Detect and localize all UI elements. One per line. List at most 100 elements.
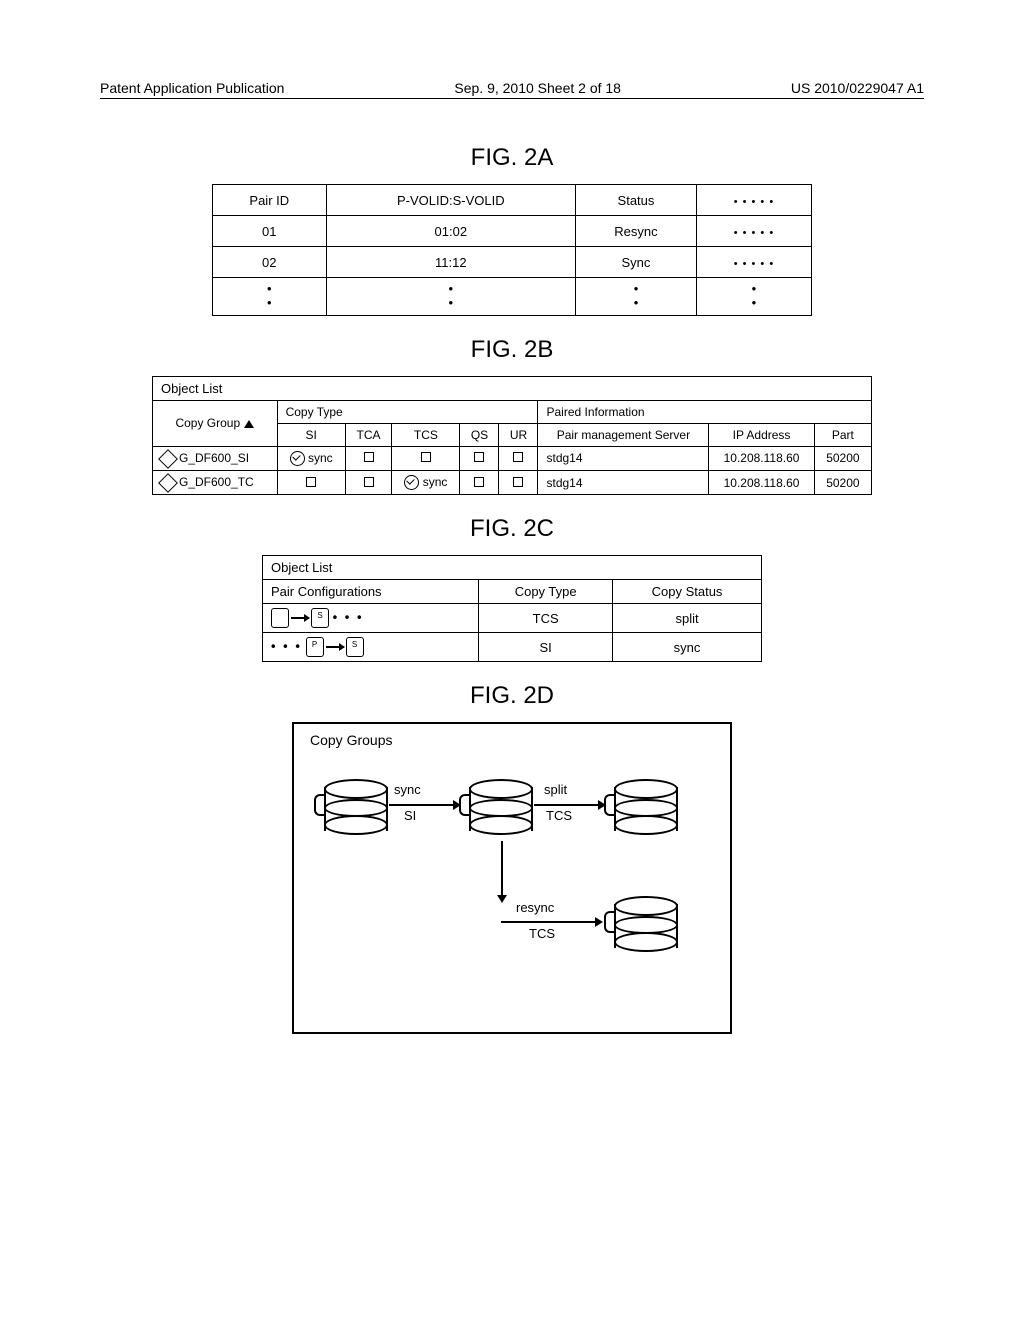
ip-cell: 10.208.118.60 [709, 446, 814, 470]
header-left: Patent Application Publication [100, 80, 284, 96]
cell [696, 247, 811, 278]
check-icon [404, 475, 419, 490]
cell: •• [576, 278, 697, 316]
link-type: TCS [529, 926, 555, 941]
config-cell: • • • PS [263, 633, 479, 662]
ur-cell [499, 470, 538, 494]
cell [696, 216, 811, 247]
empty-box-icon [474, 477, 484, 487]
volume-s-icon: S [311, 608, 329, 628]
sub-pms: Pair management Server [538, 423, 709, 446]
sub-tca: TCA [345, 423, 392, 446]
arrow-icon [291, 617, 309, 619]
sub-part: Part [814, 423, 871, 446]
table-row[interactable]: • • • PS SI sync [263, 633, 762, 662]
copytype-header: Copy Type [479, 580, 613, 604]
storage-volume-icon [614, 896, 674, 952]
volume-icon [271, 608, 289, 628]
empty-box-icon [306, 477, 316, 487]
pms-cell: stdg14 [538, 446, 709, 470]
empty-box-icon [364, 477, 374, 487]
pms-cell: stdg14 [538, 470, 709, 494]
empty-box-icon [513, 477, 523, 487]
col-volid: P-VOLID:S-VOLID [326, 185, 576, 216]
arrow-icon [389, 804, 459, 806]
check-icon [290, 451, 305, 466]
empty-box-icon [421, 452, 431, 462]
tcs-cell [392, 446, 460, 470]
fig-2a-table: Pair ID P-VOLID:S-VOLID Status 01 01:02 … [212, 184, 812, 316]
fig-2c-panel: Object List Pair Configurations Copy Typ… [262, 555, 762, 662]
fig-2d-title: FIG. 2D [100, 682, 924, 710]
qs-cell [460, 446, 499, 470]
link-type: SI [404, 808, 416, 823]
sub-ur: UR [499, 423, 538, 446]
sub-tcs: TCS [392, 423, 460, 446]
copytype-header: Copy Type [277, 400, 538, 423]
table-row[interactable]: G_DF600_SI sync stdg14 10.208.118.60 502… [153, 446, 872, 470]
sub-qs: QS [460, 423, 499, 446]
cell: 02 [213, 247, 327, 278]
ip-cell: 10.208.118.60 [709, 470, 814, 494]
empty-box-icon [513, 452, 523, 462]
col-pairid: Pair ID [213, 185, 327, 216]
arrow-icon [501, 921, 601, 923]
storage-volume-icon [469, 779, 529, 835]
volume-s-icon: S [346, 637, 364, 657]
object-list-label: Object List [262, 555, 762, 579]
fig-2b-table: Copy Group Copy Type Paired Information … [152, 400, 872, 496]
fig-2c-table: Pair Configurations Copy Type Copy Statu… [262, 579, 762, 662]
port-cell: 50200 [814, 470, 871, 494]
type-cell: TCS [479, 604, 613, 633]
arrow-icon [326, 646, 344, 648]
page-header: Patent Application Publication Sep. 9, 2… [100, 80, 924, 99]
link-status: resync [516, 900, 554, 915]
table-row[interactable]: G_DF600_TC sync stdg14 10.208.118.60 502… [153, 470, 872, 494]
cell: •• [213, 278, 327, 316]
group-cell: G_DF600_SI [153, 446, 278, 470]
copystatus-header: Copy Status [613, 580, 762, 604]
tcs-cell: sync [392, 470, 460, 494]
fig-2b-panel: Object List Copy Group Copy Type Paired … [152, 376, 872, 496]
empty-box-icon [474, 452, 484, 462]
ur-cell [499, 446, 538, 470]
link-status: split [544, 782, 567, 797]
status-cell: sync [613, 633, 762, 662]
qs-cell [460, 470, 499, 494]
si-cell [277, 470, 345, 494]
fig-2b-title: FIG. 2B [100, 336, 924, 364]
tca-cell [345, 446, 392, 470]
storage-volume-icon [614, 779, 674, 835]
fig-2a-title: FIG. 2A [100, 144, 924, 172]
header-right: US 2010/0229047 A1 [791, 80, 924, 96]
patent-page: Patent Application Publication Sep. 9, 2… [0, 0, 1024, 1320]
sub-si: SI [277, 423, 345, 446]
volume-p-icon: P [306, 637, 324, 657]
link-status: sync [394, 782, 421, 797]
header-center: Sep. 9, 2010 Sheet 2 of 18 [454, 80, 621, 96]
sub-ip: IP Address [709, 423, 814, 446]
link-type: TCS [546, 808, 572, 823]
cell: 01:02 [326, 216, 576, 247]
sort-ascending-icon [244, 420, 254, 428]
paired-info-header: Paired Information [538, 400, 872, 423]
port-cell: 50200 [814, 446, 871, 470]
diamond-icon [158, 449, 178, 469]
cell: •• [696, 278, 811, 316]
fig-2d-panel: Copy Groups sync SI split TCS resync [292, 722, 732, 1034]
diamond-icon [158, 473, 178, 493]
cell: Resync [576, 216, 697, 247]
storage-volume-icon [324, 779, 384, 835]
cell: 11:12 [326, 247, 576, 278]
arrow-down-icon [501, 841, 503, 901]
col-status: Status [576, 185, 697, 216]
cell: Sync [576, 247, 697, 278]
col-more [696, 185, 811, 216]
tca-cell [345, 470, 392, 494]
arrow-icon [534, 804, 604, 806]
pairconfig-header: Pair Configurations [263, 580, 479, 604]
copygroup-header[interactable]: Copy Group [153, 400, 278, 446]
table-row[interactable]: S • • • TCS split [263, 604, 762, 633]
cell: 01 [213, 216, 327, 247]
cell: •• [326, 278, 576, 316]
